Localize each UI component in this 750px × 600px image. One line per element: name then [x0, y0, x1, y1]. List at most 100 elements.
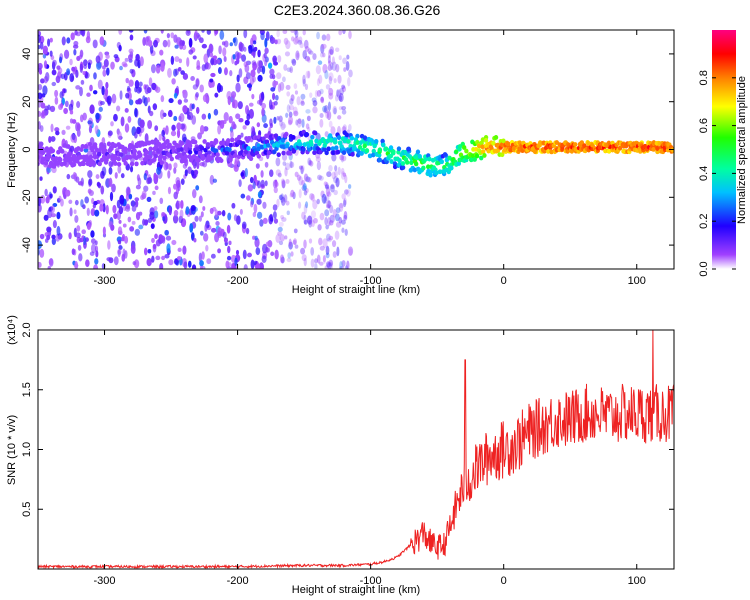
- spectrogram-speckle: [93, 72, 97, 80]
- spectrogram-ridge-cell: [219, 140, 224, 146]
- spectrogram-speckle: [188, 37, 193, 48]
- spectrogram-speckle: [293, 30, 298, 35]
- spectrogram-speckle: [167, 170, 171, 179]
- spectrogram-speckle: [38, 69, 43, 75]
- snr-series-line: [38, 330, 674, 569]
- spectrogram-speckle: [176, 128, 181, 139]
- spectrogram-speckle: [276, 38, 282, 45]
- spectrogram-speckle: [324, 69, 329, 80]
- spectrogram-speckle: [339, 88, 344, 96]
- spectrogram-speckle: [109, 191, 114, 202]
- spectrogram-speckle: [263, 123, 268, 129]
- spectrogram-speckle: [124, 123, 130, 133]
- spectrogram-speckle: [43, 75, 49, 84]
- spectrogram-speckle: [210, 72, 216, 78]
- spectrogram-speckle: [290, 30, 295, 33]
- spectrogram-speckle: [307, 157, 312, 166]
- spectrogram-speckle: [154, 233, 158, 239]
- spectrogram-ridge-cell: [179, 147, 184, 152]
- spectrogram-speckle: [42, 53, 47, 59]
- spectrogram-speckle: [95, 55, 101, 64]
- spectrogram-speckle: [272, 211, 277, 219]
- spectrogram-speckle: [302, 183, 307, 191]
- spectrogram-speckle: [182, 245, 187, 255]
- spectrogram-ridge-cell: [140, 160, 145, 166]
- spectrogram-speckle: [161, 129, 166, 137]
- spectrogram-speckle: [278, 115, 283, 123]
- spectrogram-ridge-cell: [532, 149, 538, 155]
- spectrogram-speckle: [287, 119, 293, 126]
- spectrogram-speckle: [40, 102, 46, 109]
- spectrogram-speckle: [262, 201, 267, 209]
- spectrogram-speckle: [51, 237, 56, 246]
- spectrogram-speckle: [167, 186, 172, 195]
- spectrogram-ridge-cell: [368, 137, 373, 143]
- x-tick-label: -100: [360, 275, 382, 287]
- spectrogram-speckle: [305, 123, 310, 130]
- spectrogram-ridge-cell: [165, 138, 170, 144]
- spectrogram-speckle: [284, 235, 288, 240]
- spectrogram-speckle: [264, 161, 269, 168]
- spectrogram-speckle: [51, 234, 56, 240]
- spectrogram-ridge-cell: [92, 142, 98, 148]
- spectrogram-speckle: [219, 30, 225, 40]
- spectrogram-ridge-cell: [66, 144, 71, 149]
- snr-x-label: Height of straight line (km): [292, 584, 420, 596]
- spectrogram-ridge-cell: [412, 167, 418, 173]
- spectrogram-speckle: [48, 135, 52, 144]
- spectrogram-speckle: [167, 39, 171, 48]
- spectrogram-speckle: [121, 61, 127, 67]
- spectrogram-speckle: [330, 184, 335, 190]
- spectrogram-speckle: [144, 133, 149, 143]
- spectrogram-speckle: [94, 209, 100, 217]
- spectrogram-speckle: [127, 54, 133, 61]
- spectrogram-ridge-cell: [281, 150, 286, 156]
- spectrogram-speckle: [286, 257, 292, 263]
- spectrogram-speckle: [292, 106, 298, 115]
- spectrogram-y-ticks: -40 -20 0 20 40: [21, 48, 674, 253]
- spectrogram-ridge-cell: [182, 158, 188, 164]
- spectrogram-ridge-cell: [341, 150, 347, 155]
- spectrogram-speckle: [99, 204, 104, 212]
- spectrogram-ridge-cell: [263, 150, 268, 155]
- spectrogram-speckle: [270, 87, 276, 92]
- spectrogram-ridge-cell: [132, 148, 137, 154]
- spectrogram-speckle: [95, 112, 100, 120]
- spectrogram-speckle: [129, 165, 134, 173]
- spectrogram-speckle: [283, 37, 289, 45]
- spectrogram-speckle: [138, 224, 144, 230]
- spectrogram-speckle: [327, 101, 331, 112]
- y-tick-label: -40: [21, 237, 33, 253]
- spectrogram-speckle: [319, 52, 324, 58]
- spectrogram-speckle: [235, 113, 241, 120]
- spectrogram-speckle: [39, 248, 45, 258]
- spectrogram-speckle: [71, 119, 77, 124]
- spectrogram-speckle: [230, 130, 234, 139]
- spectrogram-speckle: [84, 196, 90, 204]
- spectrogram-speckle: [176, 256, 182, 261]
- spectrogram-speckle: [318, 74, 323, 84]
- spectrogram-speckle: [335, 47, 340, 52]
- spectrogram-speckle: [185, 206, 190, 215]
- spectrogram-ridge-cell: [199, 145, 205, 151]
- spectrogram-speckle: [320, 96, 325, 103]
- spectrogram-speckle: [130, 200, 136, 207]
- x-tick-label: -300: [94, 275, 116, 287]
- spectrogram-ridge-cell: [44, 146, 50, 151]
- spectrogram-speckle: [82, 204, 86, 210]
- spectrogram-speckle: [242, 249, 247, 260]
- spectrogram-speckle: [300, 165, 304, 175]
- spectrogram-speckle: [341, 193, 346, 200]
- spectrogram-speckle: [348, 124, 352, 132]
- spectrogram-speckle: [192, 84, 198, 90]
- spectrogram-speckle: [274, 249, 279, 260]
- spectrogram-speckle: [56, 225, 61, 236]
- spectrogram-speckle: [326, 110, 332, 121]
- spectrogram-speckle: [238, 179, 242, 187]
- spectrogram-speckle: [260, 170, 264, 178]
- spectrogram-speckle: [281, 179, 286, 189]
- spectrogram-speckle: [83, 148, 89, 153]
- spectrogram-speckle: [180, 70, 185, 75]
- spectrogram-speckle: [316, 198, 320, 205]
- spectrogram-speckle: [38, 83, 43, 91]
